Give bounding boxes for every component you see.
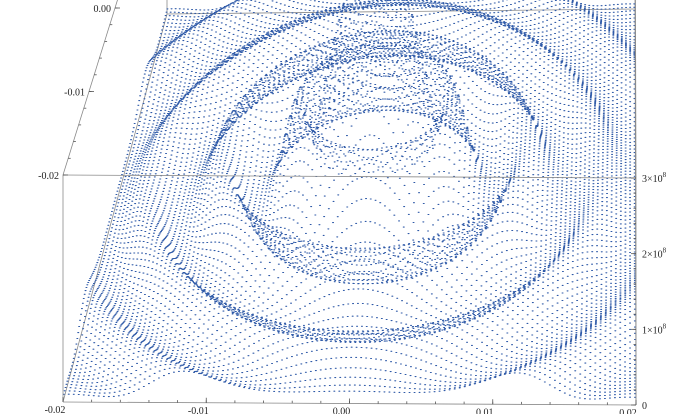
z-tick-label: 0 [642, 401, 647, 412]
x-tick-label: 0.01 [476, 407, 494, 414]
box-edge [62, 174, 637, 179]
x-tick-label: 0.00 [333, 407, 351, 414]
axis-tick-labels: -0.02-0.010.000.010.02-0.02-0.010.000.01… [38, 4, 667, 414]
surface-points [62, 0, 637, 400]
surface-point-cloud [62, 0, 637, 400]
y-tick-label: -0.02 [38, 171, 59, 182]
x-tick-label: 0.02 [619, 408, 637, 414]
box-edge [635, 0, 637, 179]
x-tick-label: -0.02 [45, 405, 66, 414]
x-tick-label: -0.01 [188, 406, 209, 414]
axis-ticks [62, 7, 637, 406]
z-tick-label: 3×108 [642, 171, 667, 185]
z-tick-label: 1×108 [642, 322, 667, 336]
plot-box-front [62, 8, 637, 406]
z-tick-label: 2×108 [642, 247, 667, 261]
y-tick-label: -0.01 [64, 88, 85, 99]
box-edge [62, 13, 168, 403]
y-tick-label: 0.00 [94, 4, 112, 15]
box-edge [166, 8, 636, 15]
box-edge [634, 8, 637, 406]
